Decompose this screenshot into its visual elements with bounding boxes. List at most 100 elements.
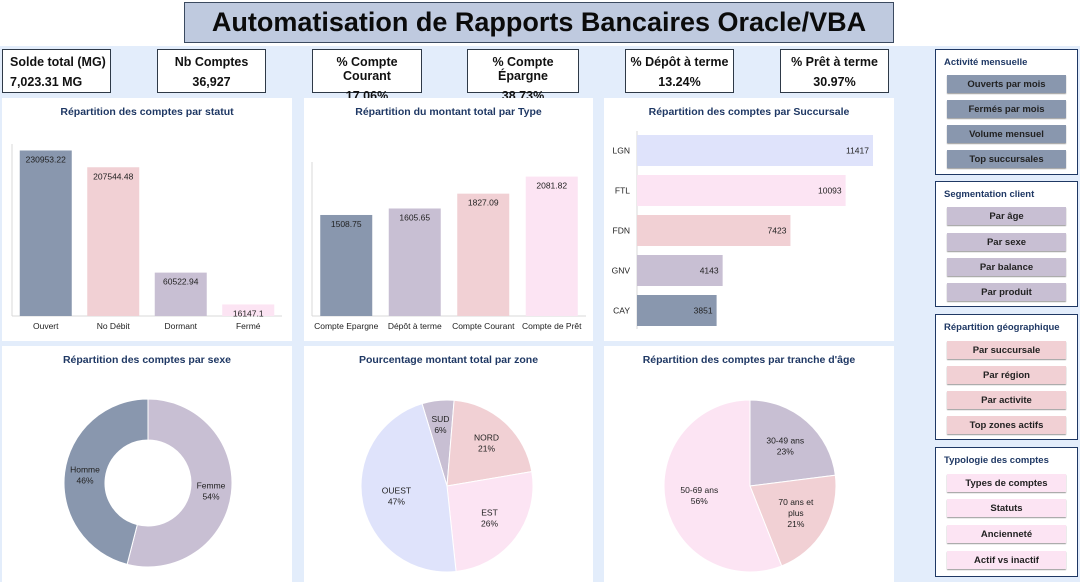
tick-label: CAY <box>613 306 630 316</box>
kpi-label: % Dépôt à terme <box>630 55 729 69</box>
bar <box>87 167 140 316</box>
data-label: 7423 <box>768 226 787 236</box>
kpi-card-compte-epargne: % Compte Épargne 38.73% <box>467 49 579 103</box>
slice-label: 23% <box>777 447 794 457</box>
menu-activite-mensuelle: Activité mensuelle Ouverts par mois Ferm… <box>935 49 1078 175</box>
tick-label: GNV <box>612 266 631 276</box>
bar <box>320 214 373 316</box>
tick-label: Dépôt à terme <box>388 321 442 331</box>
slice-label: EST <box>481 508 498 518</box>
par-activite-button[interactable]: Par activite <box>947 391 1066 409</box>
slice-label: 21% <box>787 519 804 529</box>
bar <box>637 175 846 206</box>
tick-label: Compte Epargne <box>314 321 379 331</box>
kpi-value: 30.97% <box>813 75 856 89</box>
kpi-label: Nb Comptes <box>174 55 249 69</box>
ouverts-par-mois-button[interactable]: Ouverts par mois <box>947 75 1066 93</box>
data-label: 1827.09 <box>468 198 499 208</box>
chart-panel-sexe: Répartition des comptes par sexe Femme 54… <box>2 346 292 582</box>
par-produit-button[interactable]: Par produit <box>947 283 1066 301</box>
top-zones-actifs-button[interactable]: Top zones actifs <box>947 416 1066 434</box>
chart-type: 1508.75 Compte Epargne 1605.65 Dépôt à term… <box>311 162 586 331</box>
chart-panel-zone: Pourcentage montant total par zone SUD 6%… <box>304 346 593 582</box>
par-sexe-button[interactable]: Par sexe <box>947 233 1066 251</box>
bar <box>388 208 441 316</box>
pie-slice <box>63 398 149 565</box>
top-succursales-button[interactable]: Top succursales <box>947 150 1066 168</box>
pie-slice <box>446 399 533 487</box>
bar <box>637 255 723 286</box>
par-balance-button[interactable]: Par balance <box>947 258 1066 276</box>
fermes-par-mois-button[interactable]: Fermés par mois <box>947 100 1066 118</box>
slice-label: 50-69 ans <box>680 485 718 495</box>
pie-slice <box>446 471 534 573</box>
bar <box>525 176 578 316</box>
chart-panel-type: Répartition du montant total par Type 15… <box>304 98 593 341</box>
tick-label: Dormant <box>164 321 197 331</box>
data-label: 16147.1 <box>233 308 264 318</box>
slice-label: OUEST <box>382 486 411 496</box>
slice-label: 21% <box>478 443 495 453</box>
par-succursale-button[interactable]: Par succursale <box>947 341 1066 359</box>
tick-label: No Débit <box>97 321 131 331</box>
par-age-button[interactable]: Par âge <box>947 207 1066 225</box>
data-label: 230953.22 <box>26 154 66 164</box>
menu-title: Activité mensuelle <box>944 57 1028 68</box>
chart-title: Répartition des comptes par Succursale <box>648 106 850 118</box>
bar <box>19 150 72 316</box>
data-label: 2081.82 <box>536 181 567 191</box>
actif-vs-inactif-button[interactable]: Actif vs inactif <box>947 551 1066 569</box>
pie-slice <box>749 399 836 487</box>
kpi-value: 36,927 <box>192 75 231 89</box>
data-label: 3851 <box>694 306 713 316</box>
slice-label: Homme <box>70 465 100 475</box>
kpi-card-compte-courant: % Compte Courant 17.06% <box>312 49 422 103</box>
slice-label: 47% <box>388 497 405 507</box>
kpi-value: 13.24% <box>658 75 701 89</box>
tick-label: FTL <box>615 186 630 196</box>
kpi-card-pret-terme: % Prêt à terme 30.97% <box>780 49 889 93</box>
bar <box>637 135 873 166</box>
slice-label: SUD <box>431 414 449 424</box>
anciennete-button[interactable]: Ancienneté <box>947 525 1066 543</box>
tick-label: Compte Courant <box>452 321 515 331</box>
slice-label: NORD <box>474 432 499 442</box>
bar <box>637 295 717 326</box>
chart-title: Pourcentage montant total par zone <box>358 354 539 366</box>
data-label: 11417 <box>846 146 869 156</box>
kpi-card-nb-comptes: Nb Comptes 36,927 <box>157 49 266 93</box>
tick-label: Ouvert <box>33 321 59 331</box>
volume-mensuel-button[interactable]: Volume mensuel <box>947 125 1066 143</box>
menu-title: Typologie des comptes <box>944 455 1049 466</box>
pie-slice <box>126 398 233 568</box>
pie-slice <box>663 399 783 573</box>
chart-title: Répartition des comptes par sexe <box>62 354 232 366</box>
menu-title: Segmentation client <box>944 189 1035 200</box>
kpi-label: % Compte Courant <box>336 55 398 83</box>
slice-label: Femme <box>197 480 226 490</box>
kpi-card-solde-total: Solde total (MG) 7,023.31 MG <box>2 49 111 93</box>
types-de-comptes-button[interactable]: Types de comptes <box>947 474 1066 492</box>
menu-repartition-geographique: Répartition géographique Par succursale … <box>935 314 1078 440</box>
statuts-button[interactable]: Statuts <box>947 499 1066 517</box>
slice-label: 56% <box>691 496 708 506</box>
slice-label: plus <box>788 508 804 518</box>
data-label: 1605.65 <box>399 212 430 222</box>
chart-title: Répartition du montant total par Type <box>355 106 542 118</box>
page-title: Automatisation de Rapports Bancaires Ora… <box>184 2 894 43</box>
bar <box>457 193 510 316</box>
par-region-button[interactable]: Par région <box>947 366 1066 384</box>
title-bar: Automatisation de Rapports Bancaires Ora… <box>0 0 1080 46</box>
kpi-label: Solde total (MG) <box>10 55 106 69</box>
kpi-card-depot-terme: % Dépôt à terme 13.24% <box>625 49 734 93</box>
pie-slice <box>749 474 837 567</box>
tick-label: Fermé <box>236 321 261 331</box>
chart-title: Répartition des comptes par statut <box>60 106 234 118</box>
data-label: 1508.75 <box>331 219 362 229</box>
slice-label: 54% <box>202 491 219 501</box>
slice-label: 6% <box>434 425 447 435</box>
slice-label: 26% <box>481 519 498 529</box>
